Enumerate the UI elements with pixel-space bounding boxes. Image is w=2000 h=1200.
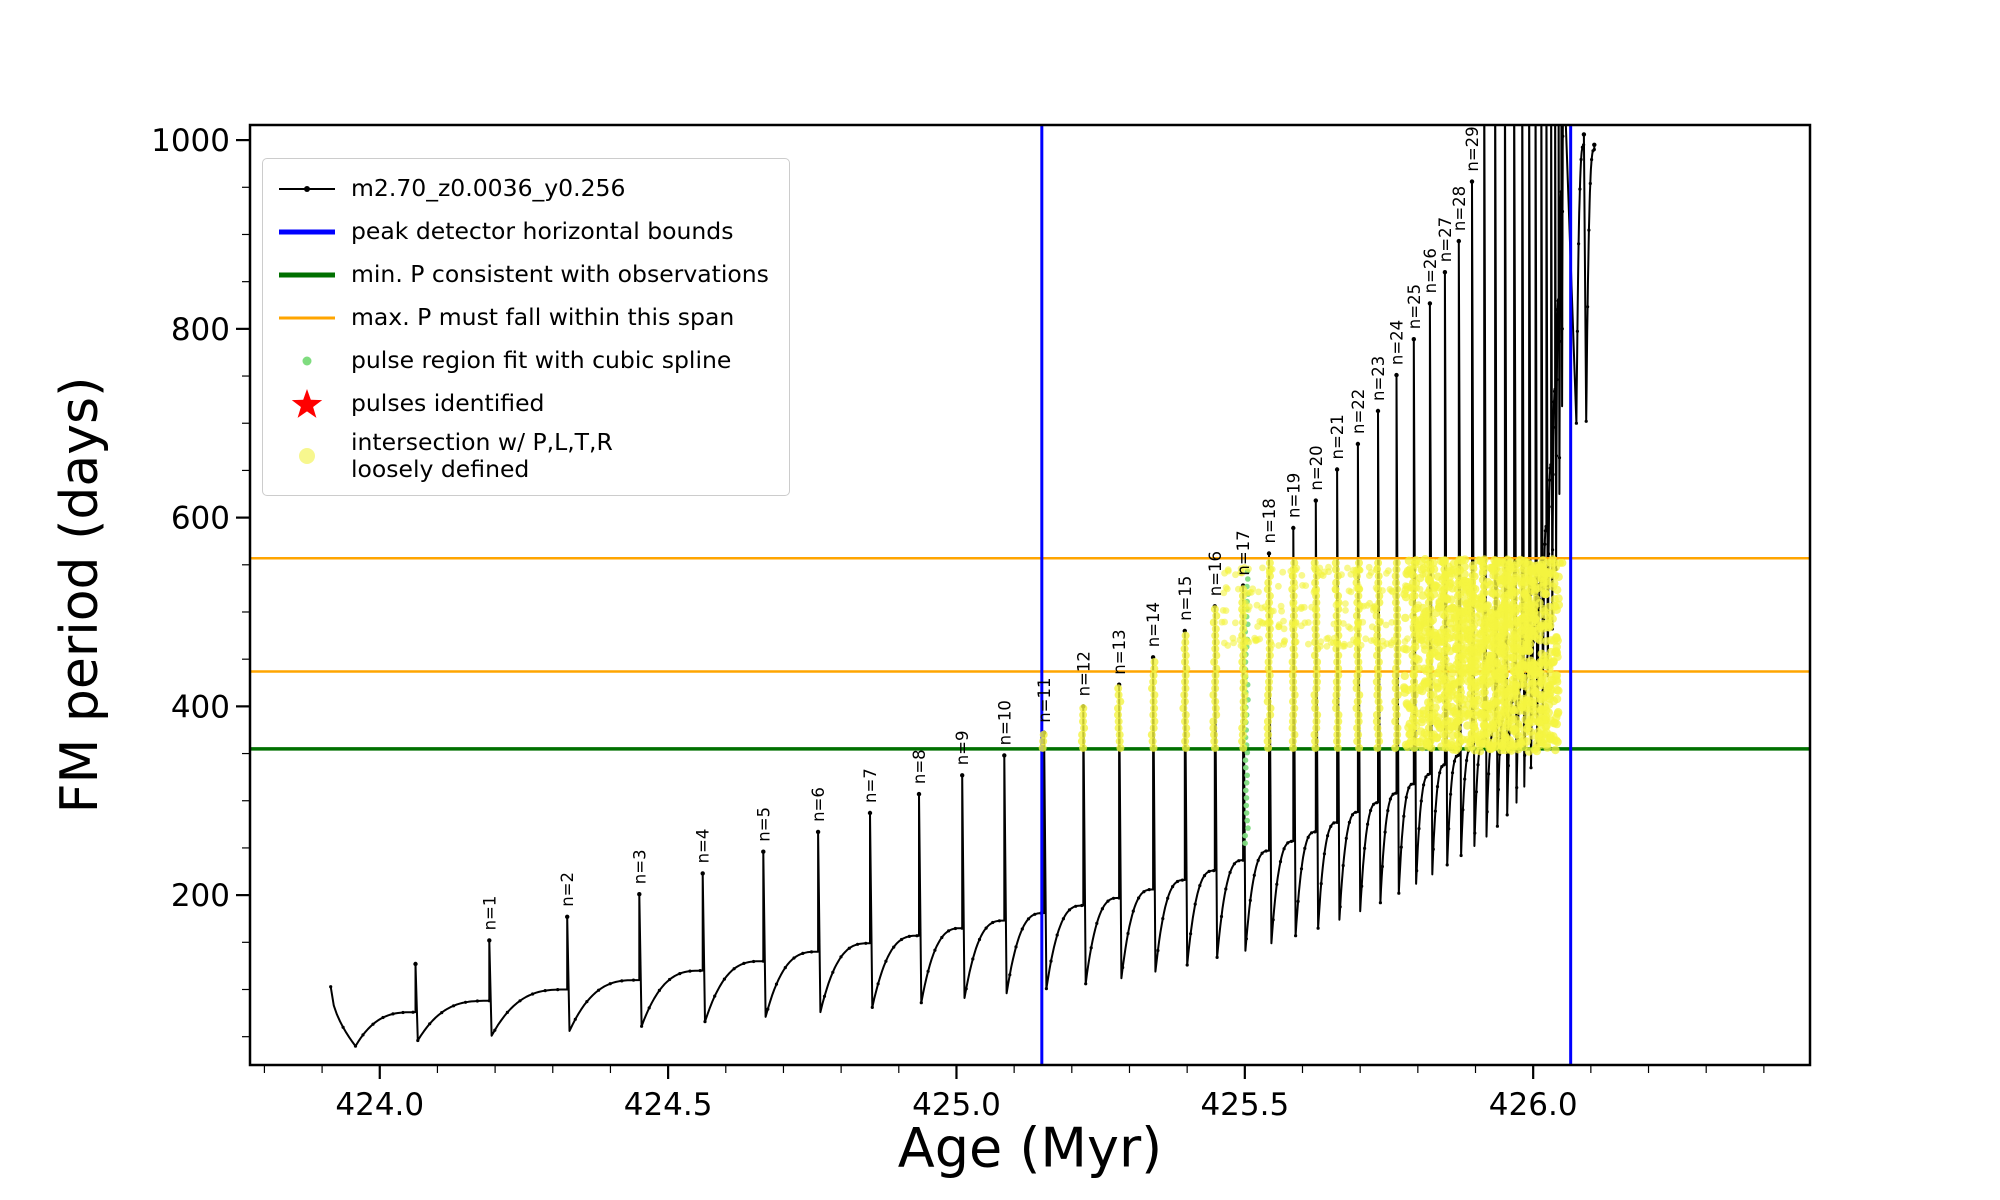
thick-line-icon [275,257,339,293]
thick-line-icon [275,214,339,250]
pulse-label: n=24 [1388,320,1407,365]
y-tick-label: 800 [171,312,230,348]
legend-item: max. P must fall within this span [275,300,769,336]
pulse-label: n=12 [1074,651,1093,696]
pulse-label: n=14 [1144,602,1163,647]
dot-large-icon [275,438,339,474]
pulse-number-labels: n=1 n=2 n=3 n=4 n=5 n=6 n=7 n=8 n=9 n=10 n=11 n=12 n… [480,126,1482,930]
legend-item-label: max. P must fall within this span [351,303,735,332]
legend-item: pulses identified [275,386,769,422]
pulse-label: n=10 [995,700,1014,745]
x-tick-label: 425.0 [912,1087,1001,1123]
axes: 424.0 424.5 425.0 425.5 426.0 200 400 600 800 100… [151,123,1812,1123]
pulse-label: n=4 [694,829,713,864]
pulse-label: n=29 [1463,126,1482,171]
x-tick-label: 424.5 [624,1087,713,1123]
legend-item-label: peak detector horizontal bounds [351,217,734,246]
legend-item: intersection w/ P,L,T,R loosely defined [275,428,769,484]
legend-item: min. P consistent with observations [275,257,769,293]
star-icon [275,386,339,422]
pulse-label: n=7 [861,768,880,803]
pulse-label: n=6 [809,787,828,822]
y-tick-label: 200 [171,878,230,914]
y-tick-label: 600 [171,501,230,537]
pulse-label: n=21 [1328,414,1347,459]
pulse-label: n=26 [1421,248,1440,293]
x-tick-label: 426.0 [1489,1087,1578,1123]
pulse-label: n=28 [1450,186,1469,231]
pulse-label: n=22 [1349,389,1368,434]
pulse-label: n=15 [1176,576,1195,621]
pulse-label: n=8 [910,749,929,784]
x-tick-label: 425.5 [1200,1087,1289,1123]
legend-item: m2.70_z0.0036_y0.256 [275,171,769,207]
pulse-label: n=1 [480,896,499,931]
y-axis-label: FM period (days) [50,376,110,814]
pulse-label: n=13 [1110,629,1129,674]
pulse-label: n=2 [558,872,577,907]
legend-item-label: pulses identified [351,389,545,418]
pulse-label: n=16 [1206,551,1225,596]
pulse-label: n=27 [1436,217,1455,262]
pulse-label: n=25 [1405,284,1424,329]
legend-item-label: min. P consistent with observations [351,260,769,289]
y-tick-label: 400 [171,689,230,725]
dot-small-icon [275,343,339,379]
pulse-label: n=11 [1035,678,1054,723]
x-tick-label: 424.0 [335,1087,424,1123]
pulse-label: n=9 [953,731,972,766]
legend-item: peak detector horizontal bounds [275,214,769,250]
pulse-label: n=20 [1307,445,1326,490]
intersection-scatter [1038,555,1567,756]
legend-item-label: intersection w/ P,L,T,R loosely defined [351,428,613,484]
pulse-label: n=5 [754,807,773,842]
plot-frame [248,123,1812,1067]
legend-item-label: pulse region fit with cubic spline [351,346,732,375]
y-tick-label: 1000 [151,123,230,159]
pulse-label: n=18 [1260,498,1279,543]
pulse-label: n=17 [1234,530,1253,575]
legend-item: pulse region fit with cubic spline [275,343,769,379]
line-dot-icon [275,171,339,207]
pulse-label: n=19 [1284,473,1303,518]
pulse-label: n=23 [1369,356,1388,401]
pulse-label: n=3 [630,849,649,884]
legend-item-label: m2.70_z0.0036_y0.256 [351,174,626,203]
x-axis-label: Age (Myr) [897,1116,1163,1180]
line-icon [275,300,339,336]
